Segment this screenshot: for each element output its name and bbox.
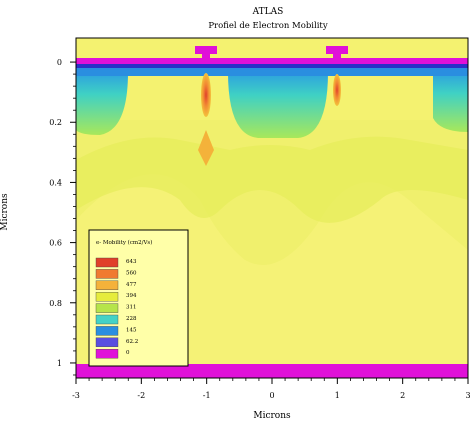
chart-subtitle: Profiel de Electron Mobility [208,21,328,31]
chart-title: ATLAS [252,7,284,17]
surface-dark-layer [76,64,468,68]
legend-swatch [95,326,119,336]
legend-label: 477 [126,282,137,288]
legend-swatch [95,314,119,325]
gate-contact-left [195,46,217,60]
surface-blue-layer [76,66,468,76]
legend-swatch [95,337,119,347]
legend-label: 228 [126,316,137,322]
well-center [228,72,328,138]
x-tick-label: -2 [137,391,145,400]
legend-swatch [95,257,119,268]
surface-electrode-layer [76,58,468,64]
bulk-contour-2 [76,136,468,223]
legend-swatch [95,303,119,313]
y-axis: 0 0.2 0.4 0.6 0.8 1 [49,58,76,376]
gate-contact-right [326,46,348,60]
x-tick-label: 2 [400,391,405,400]
well-left [76,72,128,135]
legend: e- Mobility (cm2/Vs) 643 560 477 394 311 228 1… [88,229,189,367]
y-tick-label: 0 [57,58,62,67]
legend-swatch [95,292,119,302]
channel-peak-left-lobe [198,130,214,166]
legend-label: 643 [126,259,137,265]
legend-label: 394 [126,293,137,299]
x-tick-label: -3 [72,391,80,400]
x-tick-label: 3 [465,391,470,400]
legend-title: e- Mobility (cm2/Vs) [96,239,152,246]
y-tick-label: 0.8 [49,299,62,308]
legend-swatch [95,269,119,279]
plot-area [76,38,468,378]
x-axis: -3 -2 -1 0 1 2 3 [72,378,471,400]
channel-peak-right [333,74,341,106]
y-axis-label: Microns [0,193,10,231]
legend-swatch [95,349,119,359]
y-tick-label: 0.6 [49,239,62,248]
x-tick-label: 1 [335,391,340,400]
legend-label: 311 [126,305,137,311]
y-tick-label: 0.2 [49,118,62,127]
x-axis-label: Microns [253,411,291,421]
legend-label: 560 [126,270,137,276]
y-tick-label: 0.4 [49,178,62,187]
x-tick-label: 0 [269,391,274,400]
legend-label: 0 [126,350,130,356]
bottom-contact [76,364,468,378]
legend-label: 145 [126,327,137,333]
y-tick-label: 1 [57,359,62,368]
legend-label: 62.2 [126,339,138,345]
legend-swatch [95,280,119,290]
channel-peak-left [201,73,211,117]
x-tick-label: -1 [203,391,211,400]
well-right [433,72,468,132]
